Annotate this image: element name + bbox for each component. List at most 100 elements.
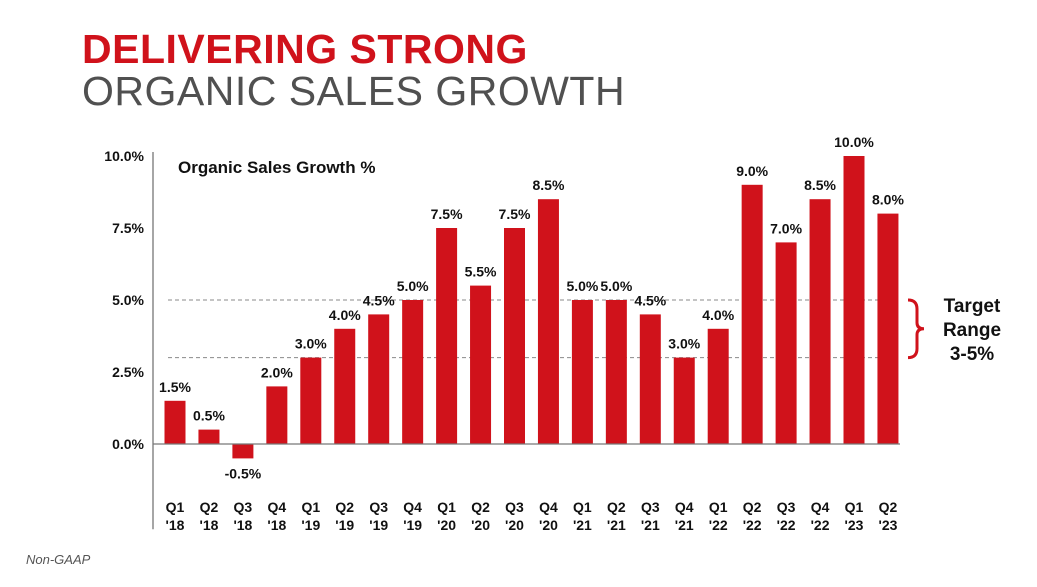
data-label: 9.0% (736, 163, 768, 179)
x-tick-year: '22 (777, 517, 796, 533)
data-label: 3.0% (668, 336, 700, 352)
data-label: 2.0% (261, 364, 293, 380)
data-label: 5.0% (397, 278, 429, 294)
data-labels: 1.5%0.5%-0.5%2.0%3.0%4.0%4.5%5.0%7.5%5.5… (159, 134, 904, 481)
bar-q3-19 (368, 314, 390, 444)
bar-q3-21 (639, 314, 661, 444)
x-tick-quarter: Q2 (743, 499, 762, 515)
y-tick-label: 0.0% (112, 436, 144, 452)
bar-q1-21 (571, 300, 593, 444)
bar-q4-22 (809, 199, 831, 444)
bar-q1-18 (164, 400, 186, 444)
data-label: 4.0% (702, 307, 734, 323)
x-tick-year: '18 (233, 517, 252, 533)
chart-title: Organic Sales Growth % (178, 158, 375, 177)
x-tick-year: '20 (437, 517, 456, 533)
y-tick-label: 7.5% (112, 220, 144, 236)
x-tick-year: '22 (709, 517, 728, 533)
data-label: 8.0% (872, 192, 904, 208)
x-axis-labels: Q1 '18 Q2 '18 Q3 '18 Q4 '18 Q1 '19 Q2 '19 Q3 '19 Q4 '19… (166, 499, 898, 533)
bar-q4-21 (673, 357, 695, 444)
x-tick-year: '18 (199, 517, 218, 533)
x-tick-year: '19 (301, 517, 320, 533)
x-tick-quarter: Q4 (403, 499, 422, 515)
x-tick-quarter: Q4 (811, 499, 830, 515)
x-tick-quarter: Q4 (675, 499, 694, 515)
bar-q1-23 (843, 156, 865, 444)
bar-q2-19 (334, 328, 356, 444)
x-tick-quarter: Q3 (505, 499, 524, 515)
data-label: 7.0% (770, 220, 802, 236)
x-tick-quarter: Q3 (369, 499, 388, 515)
target-range-brace (907, 298, 925, 360)
x-tick-year: '19 (403, 517, 422, 533)
data-label: 8.5% (532, 177, 564, 193)
x-tick-year: '20 (471, 517, 490, 533)
data-label: 8.5% (804, 177, 836, 193)
data-label: 5.0% (600, 278, 632, 294)
bar-q3-20 (504, 228, 525, 444)
bar-q2-22 (741, 184, 763, 445)
bar-q3-22 (775, 242, 797, 444)
x-tick-year: '18 (267, 517, 286, 533)
x-tick-quarter: Q3 (234, 499, 253, 515)
target-range-lines (168, 299, 895, 359)
data-label: 4.0% (329, 307, 361, 323)
bar-q1-20 (436, 228, 458, 444)
x-tick-year: '22 (811, 517, 830, 533)
x-tick-year: '21 (607, 517, 626, 533)
bar-series (164, 156, 899, 459)
x-tick-year: '19 (369, 517, 388, 533)
x-tick-quarter: Q1 (166, 499, 185, 515)
target-range-label-line: Range (943, 320, 1001, 341)
x-tick-year: '19 (335, 517, 354, 533)
x-tick-quarter: Q1 (709, 499, 728, 515)
x-tick-year: '23 (845, 517, 864, 533)
x-tick-quarter: Q2 (607, 499, 626, 515)
x-tick-quarter: Q3 (641, 499, 660, 515)
x-tick-year: '22 (743, 517, 762, 533)
bar-q1-22 (707, 328, 729, 444)
bar-q2-18 (198, 429, 220, 444)
x-tick-quarter: Q3 (777, 499, 796, 515)
bar-q1-19 (300, 357, 322, 444)
data-label: 3.0% (295, 336, 327, 352)
x-tick-year: '20 (539, 517, 558, 533)
x-tick-quarter: Q1 (845, 499, 864, 515)
x-tick-quarter: Q1 (573, 499, 592, 515)
page-title-line-2: ORGANIC SALES GROWTH (82, 68, 626, 114)
x-tick-year: '21 (641, 517, 660, 533)
x-tick-quarter: Q2 (879, 499, 898, 515)
bar-q4-19 (402, 300, 424, 444)
y-axis: 0.0% 2.5% 5.0% 7.5% 10.0% (104, 148, 154, 530)
bar-q4-20 (537, 199, 559, 444)
page-title-line-1: DELIVERING STRONG (82, 26, 528, 72)
target-range-label: Target Range 3-5% (943, 296, 1001, 365)
x-tick-quarter: Q2 (471, 499, 490, 515)
footnote: Non-GAAP (26, 552, 91, 567)
data-label: -0.5% (225, 465, 262, 481)
bar-q4-18 (266, 386, 288, 444)
x-tick-quarter: Q2 (200, 499, 219, 515)
target-range-label-line: Target (944, 296, 1001, 317)
x-tick-year: '23 (878, 517, 897, 533)
x-tick-year: '21 (573, 517, 592, 533)
x-tick-quarter: Q4 (268, 499, 287, 515)
data-label: 10.0% (834, 134, 874, 150)
x-tick-quarter: Q4 (539, 499, 558, 515)
x-tick-quarter: Q1 (301, 499, 320, 515)
x-tick-quarter: Q2 (335, 499, 354, 515)
data-label: 5.5% (465, 264, 497, 280)
data-label: 4.5% (634, 292, 666, 308)
data-label: 7.5% (499, 206, 531, 222)
x-tick-quarter: Q1 (437, 499, 456, 515)
data-label: 7.5% (431, 206, 463, 222)
y-tick-label: 5.0% (112, 292, 144, 308)
x-tick-year: '21 (675, 517, 694, 533)
bar-q2-20 (470, 285, 492, 444)
data-label: 5.0% (566, 278, 598, 294)
target-range-annotation: Target Range 3-5% (907, 296, 1001, 365)
x-tick-year: '18 (166, 517, 185, 533)
bar-q2-23 (877, 213, 899, 444)
